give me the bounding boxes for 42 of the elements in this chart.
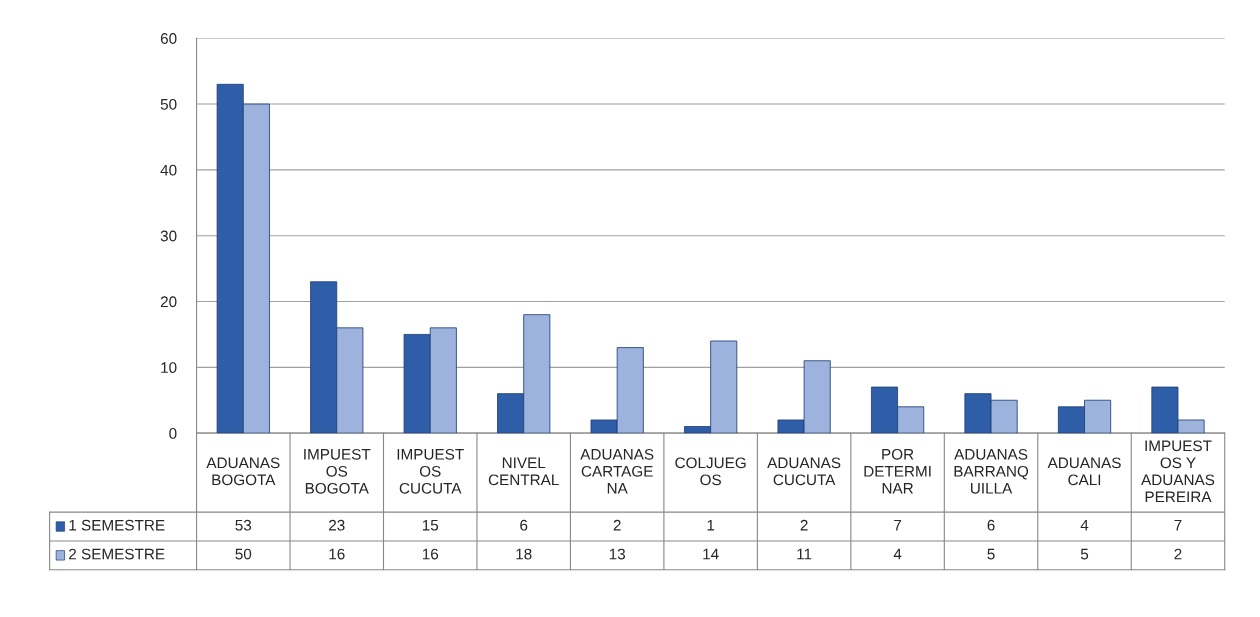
x-tick-label: ADUANAS CALI — [1047, 457, 1121, 486]
data-label: 2 — [800, 519, 808, 531]
data-label: 15 — [422, 519, 439, 531]
data-label: 4 — [1080, 519, 1089, 531]
data-label: 7 — [894, 519, 902, 531]
data-label: 11 — [797, 548, 812, 560]
y-tick-label: 50 — [160, 98, 177, 110]
x-tick-label: NIVEL CENTRAL — [488, 457, 559, 486]
y-tick-label: 30 — [160, 230, 177, 242]
data-label: 50 — [235, 548, 252, 560]
x-tick-label: ADUANAS BARRANQ UILLA — [954, 448, 1029, 494]
data-label: 6 — [520, 519, 528, 531]
data-label: 7 — [1174, 519, 1182, 531]
x-tick-label: ADUANAS CARTAGE NA — [580, 448, 654, 494]
data-label: 2 — [613, 519, 621, 531]
data-label: 2 — [1174, 548, 1182, 560]
data-label: 16 — [329, 548, 345, 560]
legend-label: 2 SEMESTRE — [69, 548, 165, 560]
y-tick-label: 10 — [161, 362, 177, 374]
x-tick-label: IMPUEST OS CUCUTA — [397, 448, 464, 494]
x-tick-label: IMPUEST OS BOGOTA — [304, 448, 371, 494]
data-label: 13 — [609, 548, 625, 560]
x-tick-label: ADUANAS CUCUTA — [767, 457, 841, 486]
legend-label: 1 SEMESTRE — [69, 519, 165, 531]
x-tick-label: COLJUEG OS — [675, 457, 746, 486]
y-tick-label: 60 — [160, 33, 177, 44]
data-label: 5 — [987, 548, 995, 560]
y-tick-label: 0 — [169, 428, 177, 439]
data-label: 5 — [1080, 548, 1089, 560]
data-label: 23 — [329, 519, 345, 531]
x-tick-label: IMPUEST OS Y ADUANAS PEREIRA — [1141, 440, 1215, 503]
data-label: 16 — [422, 548, 439, 560]
data-label: 4 — [893, 548, 902, 560]
data-label: 14 — [703, 548, 719, 560]
y-tick-label: 20 — [160, 296, 177, 308]
y-tick-label: 40 — [160, 164, 177, 176]
data-label: 1 — [707, 519, 715, 531]
x-tick-label: POR DETERMI NAR — [864, 448, 931, 494]
data-label: 6 — [987, 519, 995, 531]
data-label: 53 — [235, 519, 252, 531]
x-tick-label: ADUANAS BOGOTA — [206, 457, 280, 486]
data-label: 18 — [516, 548, 532, 560]
